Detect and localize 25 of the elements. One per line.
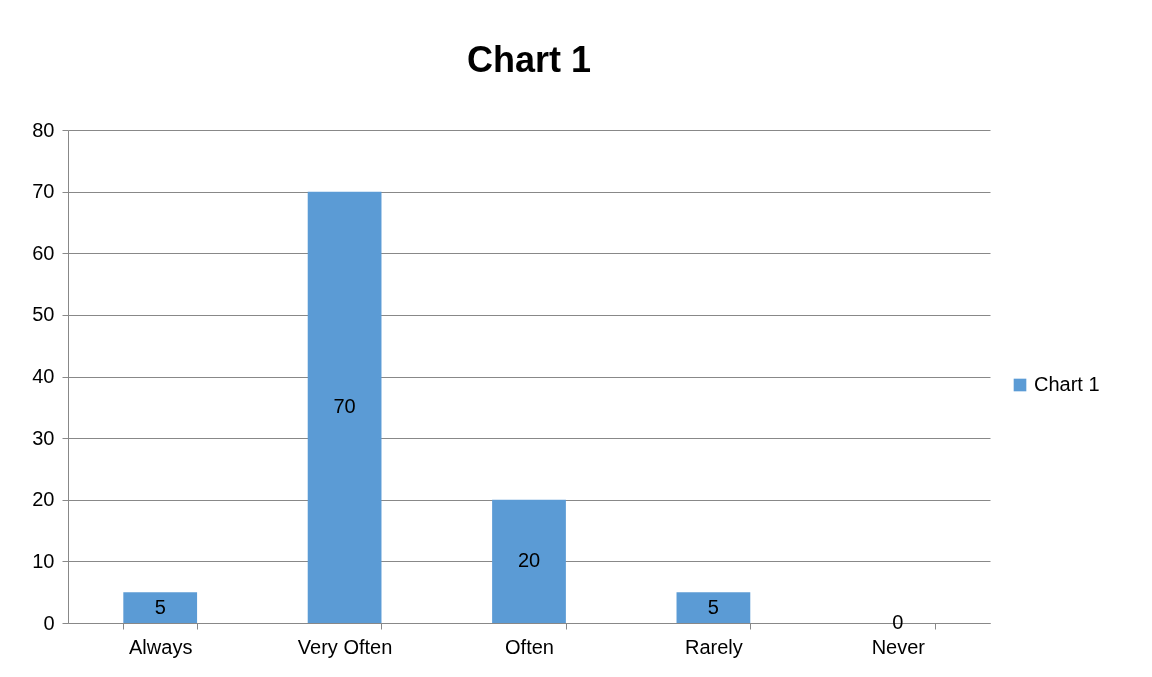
bar (492, 499, 566, 623)
data-label: 20 (517, 549, 541, 572)
bar (307, 191, 382, 623)
y-tick-label: 10 (32, 549, 55, 572)
y-tick-label: 70 (32, 180, 55, 203)
data-label: 5 (154, 595, 166, 618)
legend-label: Chart 1 (1034, 373, 1100, 395)
x-tick-label: Rarely (685, 635, 743, 658)
x-tick-label: Often (505, 635, 554, 658)
data-label: 0 (892, 611, 904, 633)
y-tick-label: 20 (32, 488, 55, 511)
data-label: 70 (333, 395, 356, 418)
y-tick-label: 60 (32, 241, 55, 264)
data-label: 5 (707, 595, 719, 618)
x-tick-label: Never (871, 635, 926, 658)
x-tick-label: Always (129, 635, 193, 658)
y-tick-label: 0 (43, 611, 55, 634)
y-tick-label: 40 (32, 365, 55, 387)
chart-title: Chart 1 (466, 39, 592, 80)
bar (676, 592, 751, 623)
x-tick-label: Very Often (297, 635, 393, 658)
y-tick-label: 50 (32, 303, 55, 326)
y-tick-label: 30 (32, 426, 55, 449)
y-tick-label: 80 (32, 118, 55, 141)
bar (123, 592, 198, 623)
